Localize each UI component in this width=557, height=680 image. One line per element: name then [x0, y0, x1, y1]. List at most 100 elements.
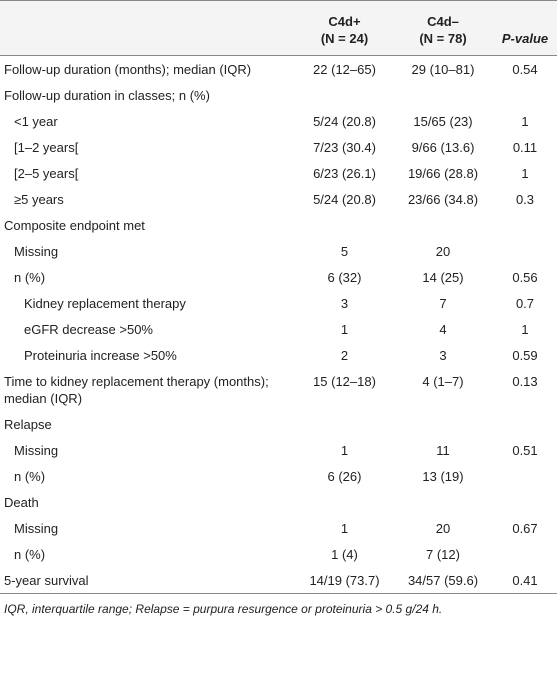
header-cell: C4d– (N = 78) — [393, 0, 493, 56]
table-row: ≥5 years 5/24 (20.8) 23/66 (34.8) 0.3 — [0, 186, 557, 212]
cell: 1 — [340, 521, 349, 536]
footnote: IQR, interquartile range; Relapse = purp… — [4, 602, 443, 616]
cell: 11 — [436, 443, 450, 458]
cell: 1 — [521, 322, 529, 337]
row-label: Missing — [14, 443, 59, 458]
table-row: n (%) 6 (26) 13 (19) — [0, 463, 557, 489]
table-row: Follow-up duration in classes; n (%) — [0, 82, 557, 108]
table-row: Proteinuria increase >50% 2 3 0.59 — [0, 342, 557, 368]
cell — [393, 411, 493, 437]
cell: 1 (4) — [331, 547, 358, 562]
table-row: Death — [0, 489, 557, 515]
row-label: [1–2 years[ — [14, 140, 79, 155]
row-label: <1 year — [14, 114, 58, 129]
cell — [493, 463, 557, 489]
row-label: Follow-up duration in classes; n (%) — [4, 88, 210, 103]
cell: 2 — [340, 348, 349, 363]
cell — [493, 82, 557, 108]
cell: 0.54 — [512, 62, 538, 77]
cell: 7 (12) — [426, 547, 460, 562]
cell — [393, 212, 493, 238]
row-label: Relapse — [4, 417, 52, 432]
row-label: Proteinuria increase >50% — [24, 348, 177, 363]
cell: 14 (25) — [422, 270, 464, 285]
row-label: Time to kidney replacement therapy (mont… — [4, 374, 269, 406]
cell: 0.3 — [515, 192, 535, 207]
cell: 15 (12–18) — [313, 374, 376, 389]
header-row: C4d+ (N = 24) C4d– (N = 78) P-value — [0, 0, 557, 56]
table-row: 5-year survival 14/19 (73.7) 34/57 (59.6) 0… — [0, 567, 557, 594]
cell: 7/23 (30.4) — [313, 140, 376, 155]
table-header: C4d+ (N = 24) C4d– (N = 78) P-value — [0, 0, 557, 56]
cell — [296, 82, 393, 108]
row-label: Composite endpoint met — [4, 218, 145, 233]
table-row: Time to kidney replacement therapy (mont… — [0, 368, 557, 411]
row-label: ≥5 years — [14, 192, 64, 207]
table-row: Missing 1 20 0.67 — [0, 515, 557, 541]
cell — [393, 82, 493, 108]
cell: 1 — [521, 166, 529, 181]
cell — [493, 411, 557, 437]
row-label: n (%) — [14, 547, 46, 562]
cell: 5/24 (20.8) — [313, 192, 376, 207]
cell: 5 — [340, 244, 349, 259]
header-n: (N = 24) — [320, 31, 369, 46]
cell: 0.59 — [512, 348, 538, 363]
row-label: Death — [4, 495, 39, 510]
row-label: [2–5 years[ — [14, 166, 79, 181]
cell: 34/57 (59.6) — [393, 567, 493, 594]
cell — [493, 489, 557, 515]
cell: 4 — [439, 322, 447, 337]
cell: 0.13 — [512, 374, 538, 389]
table-row: <1 year 5/24 (20.8) 15/65 (23) 1 — [0, 108, 557, 134]
cell: 4 (1–7) — [422, 374, 464, 389]
cell: 22 (12–65) — [313, 62, 376, 77]
cell — [393, 489, 493, 515]
row-label: Missing — [14, 244, 59, 259]
cell: 3 — [439, 348, 447, 363]
cell: 13 (19) — [422, 469, 464, 484]
table-row: [1–2 years[ 7/23 (30.4) 9/66 (13.6) 0.11 — [0, 134, 557, 160]
cell — [493, 212, 557, 238]
row-label: Missing — [14, 521, 59, 536]
row-label: 5-year survival — [0, 567, 296, 594]
cell: 0.67 — [512, 521, 538, 536]
table-row: Missing 1 11 0.51 — [0, 437, 557, 463]
table-row: Composite endpoint met — [0, 212, 557, 238]
header-label: C4d– — [427, 14, 459, 29]
header-n: (N = 78) — [419, 31, 467, 46]
table-body: Follow-up duration (months); median (IQR… — [0, 56, 557, 594]
cell — [296, 489, 393, 515]
cell: 0.51 — [512, 443, 538, 458]
row-label: eGFR decrease >50% — [24, 322, 153, 337]
cell: 3 — [340, 296, 349, 311]
cell: 6 (32) — [327, 270, 362, 285]
table-row: Missing 5 20 — [0, 238, 557, 264]
cell: 1 — [340, 322, 349, 337]
cell — [493, 238, 557, 264]
cell: 20 — [435, 521, 451, 536]
cell: 7 — [439, 296, 447, 311]
table-row: n (%) 6 (32) 14 (25) 0.56 — [0, 264, 557, 290]
cell: 0.56 — [512, 270, 538, 285]
cell: 1 — [521, 114, 529, 129]
cell: 15/65 (23) — [413, 114, 473, 129]
cell: 1 — [340, 443, 349, 458]
cell: 6 (26) — [327, 469, 362, 484]
cell: 23/66 (34.8) — [407, 192, 479, 207]
row-label: Follow-up duration (months); median (IQR… — [4, 62, 252, 77]
cell: 0.41 — [493, 567, 557, 594]
table-row: n (%) 1 (4) 7 (12) — [0, 541, 557, 567]
cell: 20 — [435, 244, 451, 259]
table-row: [2–5 years[ 6/23 (26.1) 19/66 (28.8) 1 — [0, 160, 557, 186]
row-label: n (%) — [14, 469, 46, 484]
row-label: Kidney replacement therapy — [24, 296, 186, 311]
cell: 5/24 (20.8) — [313, 114, 376, 129]
cell: 19/66 (28.8) — [407, 166, 479, 181]
cell: 9/66 (13.6) — [411, 140, 475, 155]
cell — [296, 411, 393, 437]
cell: 6/23 (26.1) — [313, 166, 376, 181]
cell: 0.11 — [512, 140, 538, 155]
cell: 29 (10–81) — [411, 62, 475, 77]
